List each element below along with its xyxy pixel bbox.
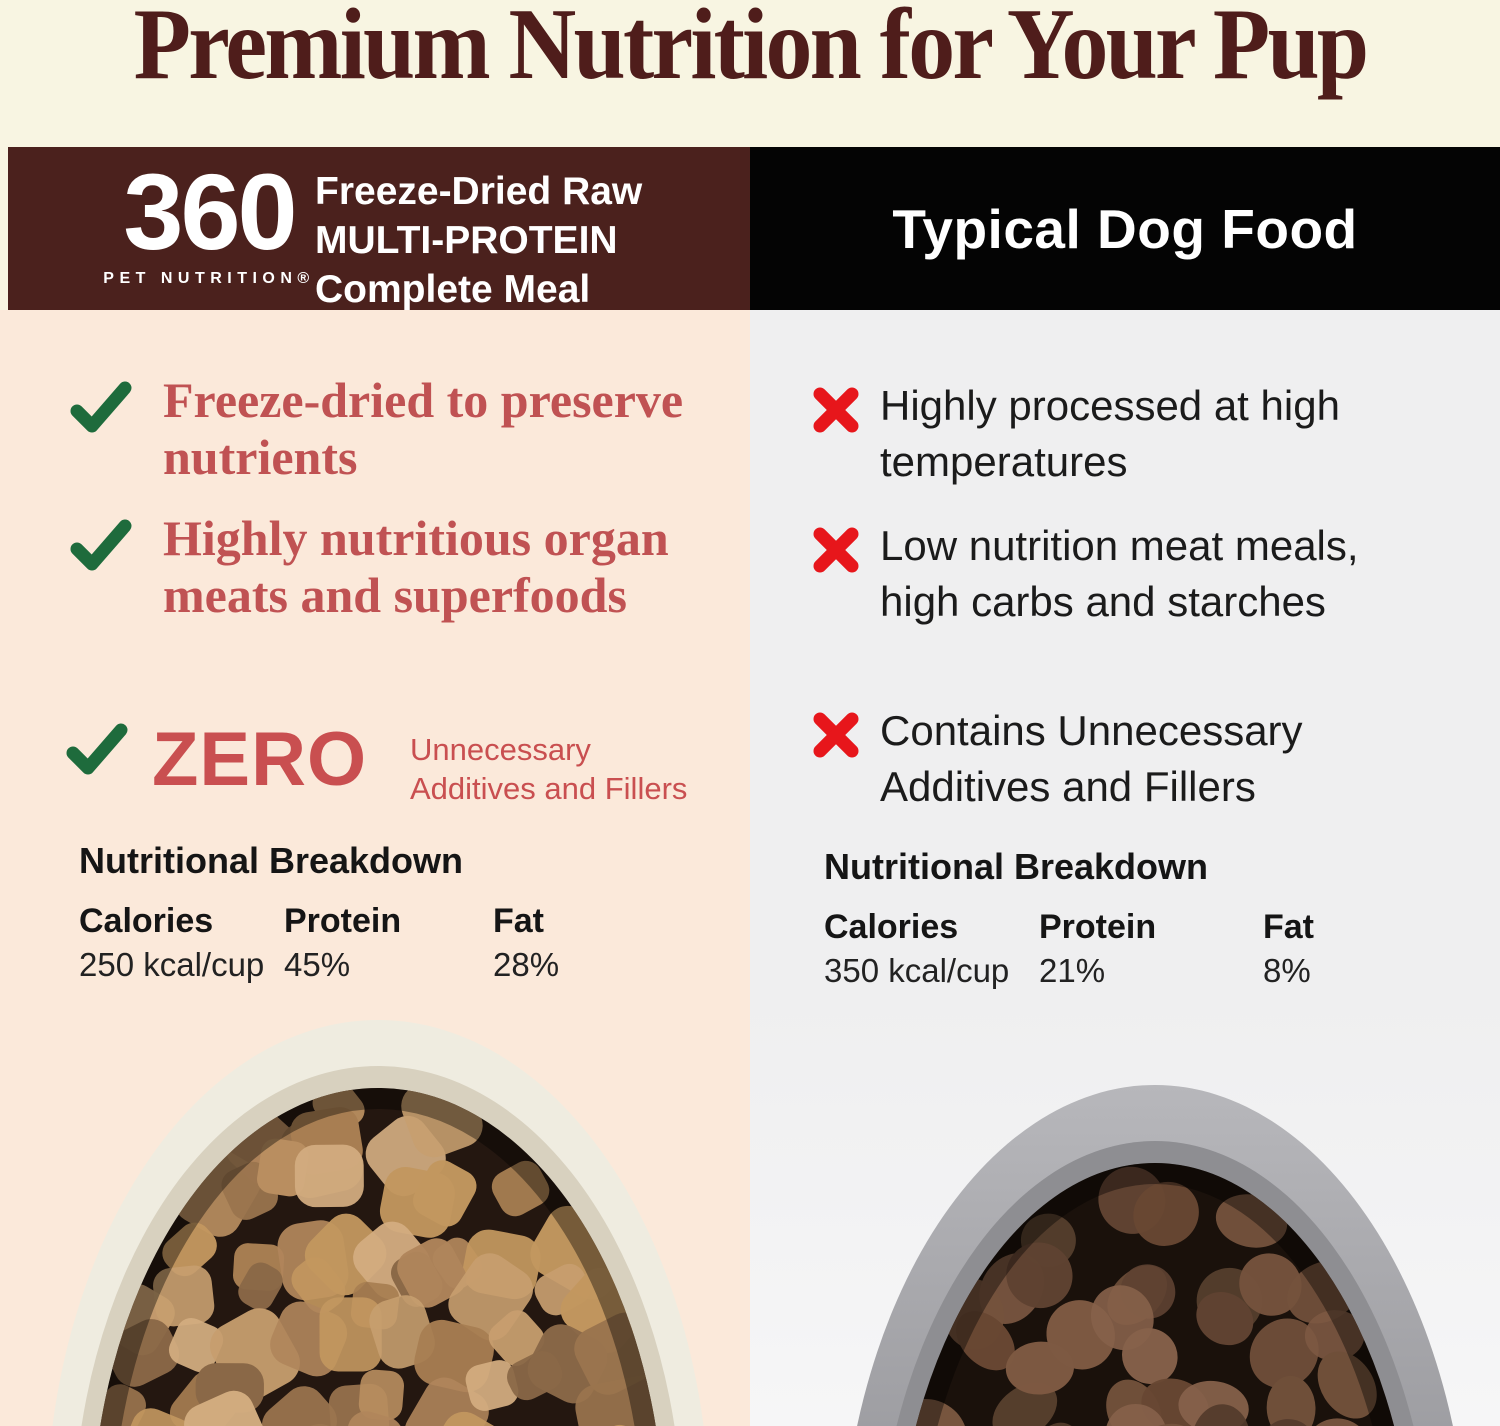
benefit-item: Freeze-dried to preserve nutrients — [163, 372, 684, 485]
breakdown-value: 45% — [284, 946, 351, 983]
breakdown-value: 21% — [1039, 952, 1106, 989]
con-item: Highly processed at high temperatures — [880, 382, 1340, 485]
title-band: Premium Nutrition for Your Pup — [0, 0, 1500, 147]
breakdown-label: Calories — [824, 908, 959, 946]
cross-icon — [813, 712, 859, 758]
brand-logo: 360 PET NUTRITION® — [103, 155, 315, 288]
breakdown-title: Nutritional Breakdown — [824, 846, 1209, 887]
kibble-food-bowl-photo — [750, 1000, 1500, 1426]
breakdown-label: Calories — [79, 902, 214, 940]
brand-header-bar: 360 PET NUTRITION® Freeze-Dried Raw MULT… — [8, 147, 750, 311]
con-item: Low nutrition meat meals, high carbs and… — [880, 522, 1359, 625]
product-name-line: Complete Meal — [315, 268, 591, 311]
breakdown-label: Fat — [493, 902, 544, 940]
zero-claim-big: ZERO — [152, 717, 368, 802]
breakdown-value: 8% — [1263, 952, 1311, 989]
check-icon — [70, 381, 132, 433]
page-title: Premium Nutrition for Your Pup — [133, 0, 1369, 101]
breakdown-value: 28% — [493, 946, 560, 983]
check-icon — [66, 723, 128, 775]
brand-logo-subtext: PET NUTRITION® — [103, 270, 315, 288]
breakdown-value: 350 kcal/cup — [824, 952, 1010, 989]
breakdown-label: Fat — [1263, 908, 1314, 946]
breakdown-label: Protein — [1039, 908, 1157, 946]
brand-logo-number: 360 — [123, 151, 297, 272]
product-name: Freeze-Dried Raw MULTI-PROTEIN Complete … — [315, 167, 745, 314]
breakdown-title: Nutritional Breakdown — [79, 840, 464, 881]
breakdown-label: Protein — [284, 902, 402, 940]
breakdown-value: 250 kcal/cup — [79, 946, 265, 983]
con-item: Contains Unnecessary Additives and Fille… — [880, 707, 1303, 810]
zero-claim-rest: Unnecessary Additives and Fillers — [410, 732, 688, 806]
cross-icon — [813, 387, 859, 433]
cross-icon — [813, 527, 859, 573]
check-icon — [70, 519, 132, 571]
product-name-line: MULTI-PROTEIN — [315, 219, 618, 262]
typical-header-bar: Typical Dog Food — [750, 147, 1500, 310]
freeze-dried-food-bowl-photo — [52, 1020, 704, 1426]
product-name-line: Freeze-Dried Raw — [315, 170, 643, 213]
benefit-item: Highly nutritious organ meats and superf… — [163, 510, 669, 623]
typical-header-title: Typical Dog Food — [892, 197, 1358, 260]
